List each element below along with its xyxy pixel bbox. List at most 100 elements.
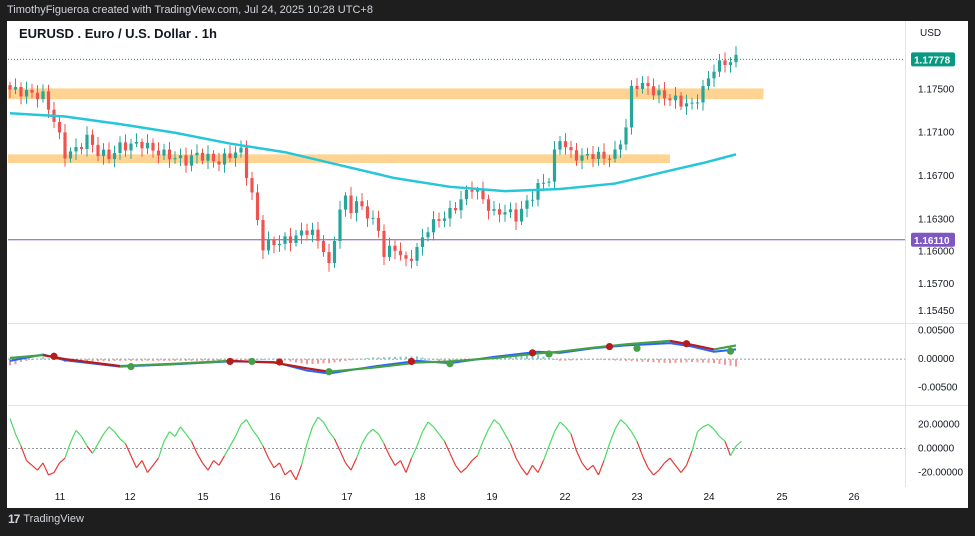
macd-signal-segment bbox=[713, 344, 737, 351]
oscillator-segment bbox=[328, 431, 335, 440]
macd-signal-segment bbox=[691, 343, 715, 351]
oscillator-segment bbox=[708, 423, 715, 430]
candle-body bbox=[574, 150, 579, 161]
candle-body bbox=[200, 152, 205, 161]
oscillator-segment bbox=[64, 442, 72, 459]
candle-body bbox=[90, 134, 95, 145]
candle-body bbox=[228, 153, 232, 159]
macd-histogram-bar bbox=[438, 359, 440, 361]
macd-histogram-bar bbox=[548, 358, 550, 360]
candle-body bbox=[101, 149, 106, 157]
macd-histogram-bar bbox=[559, 359, 561, 361]
candle-body bbox=[349, 195, 353, 214]
macd-histogram-bar bbox=[190, 359, 193, 361]
oscillator-segment bbox=[641, 455, 649, 468]
currency-label: USD bbox=[920, 28, 942, 39]
macd-histogram-bar bbox=[608, 359, 611, 361]
macd-histogram-bar bbox=[124, 359, 127, 361]
tradingview-logo-icon: 17 bbox=[8, 512, 20, 526]
oscillator-segment bbox=[630, 431, 638, 442]
macd-histogram-bar bbox=[641, 359, 644, 362]
macd-cross-marker bbox=[226, 357, 234, 366]
candle-body bbox=[360, 201, 364, 207]
footer: 17 TradingView bbox=[8, 512, 84, 526]
oscillator-segment bbox=[482, 429, 490, 442]
macd-histogram-bar bbox=[724, 359, 726, 365]
candle-body bbox=[673, 95, 678, 101]
macd-histogram-bar bbox=[108, 359, 110, 362]
oscillator-segment bbox=[284, 469, 291, 476]
macd-histogram-bar bbox=[295, 359, 297, 363]
macd-histogram-bar bbox=[575, 359, 578, 361]
candle-body bbox=[151, 142, 155, 151]
candle-body bbox=[96, 144, 100, 157]
oscillator-segment bbox=[647, 467, 654, 476]
oscillator-segment bbox=[180, 426, 187, 435]
oscillator-segment bbox=[509, 443, 517, 459]
oscillator-segment bbox=[713, 428, 720, 437]
candle-body bbox=[134, 142, 139, 144]
oscillator-segment bbox=[196, 453, 204, 464]
oscillator-segment bbox=[608, 429, 616, 444]
candle-body bbox=[651, 86, 656, 96]
oscillator-segment bbox=[147, 464, 154, 473]
candle-body bbox=[607, 158, 612, 160]
candle-body bbox=[156, 150, 161, 156]
oscillator-segment bbox=[372, 428, 379, 435]
time-axis-tick: 17 bbox=[341, 492, 353, 503]
macd-signal-segment bbox=[64, 358, 121, 368]
candle-body bbox=[591, 154, 595, 159]
candle-body bbox=[734, 54, 738, 63]
oscillator-segment bbox=[515, 457, 523, 469]
macd-histogram-bar bbox=[344, 359, 347, 361]
candle-body bbox=[580, 155, 584, 161]
time-axis-tick: 11 bbox=[55, 492, 66, 503]
oscillator-segment bbox=[141, 460, 149, 473]
time-axis-tick: 19 bbox=[486, 492, 498, 503]
candle-body bbox=[640, 82, 645, 89]
oscillator-segment bbox=[86, 445, 93, 454]
macd-histogram-bar bbox=[47, 358, 50, 360]
chart-area[interactable] bbox=[7, 21, 968, 508]
candle-body bbox=[723, 60, 727, 65]
oscillator-segment bbox=[471, 455, 478, 461]
macd-histogram-bar bbox=[647, 359, 649, 362]
macd-cross-marker bbox=[325, 368, 333, 376]
price-axis-tick: 1.16700 bbox=[918, 171, 955, 182]
oscillator-segment bbox=[377, 433, 385, 444]
candle-body bbox=[79, 147, 84, 149]
candle-body bbox=[173, 158, 177, 160]
macd-cross-marker bbox=[605, 342, 614, 351]
macd-histogram-bar bbox=[86, 359, 88, 362]
macd-signal-segment bbox=[174, 359, 231, 365]
candle-body bbox=[217, 161, 221, 165]
oscillator-segment bbox=[433, 426, 440, 435]
candle-body bbox=[519, 208, 524, 222]
macd-histogram-bar bbox=[9, 359, 11, 366]
oscillator-segment bbox=[234, 424, 242, 437]
oscillator-segment bbox=[460, 467, 467, 474]
candle-body bbox=[35, 92, 40, 100]
candle-body bbox=[195, 152, 199, 156]
macd-histogram-bar bbox=[526, 355, 528, 360]
level-price-label: 1.16110 bbox=[914, 236, 950, 247]
candle-body bbox=[162, 149, 166, 156]
tradingview-brand: TradingView bbox=[23, 513, 84, 525]
candle-body bbox=[398, 250, 403, 256]
macd-histogram-bar bbox=[416, 356, 418, 360]
candle-body bbox=[635, 85, 639, 89]
macd-histogram-bar bbox=[388, 357, 391, 360]
oscillator-segment bbox=[157, 441, 165, 459]
macd-histogram-bar bbox=[141, 359, 143, 361]
macd-histogram-bar bbox=[42, 357, 44, 360]
candle-body bbox=[695, 102, 700, 104]
candle-body bbox=[123, 142, 128, 151]
macd-signal-segment bbox=[416, 360, 451, 364]
macd-histogram-bar bbox=[537, 355, 539, 360]
macd-histogram-bar bbox=[179, 359, 182, 361]
candle-body bbox=[387, 245, 392, 257]
candle-body bbox=[481, 190, 485, 200]
oscillator-segment bbox=[295, 465, 303, 480]
candle-body bbox=[415, 246, 419, 261]
